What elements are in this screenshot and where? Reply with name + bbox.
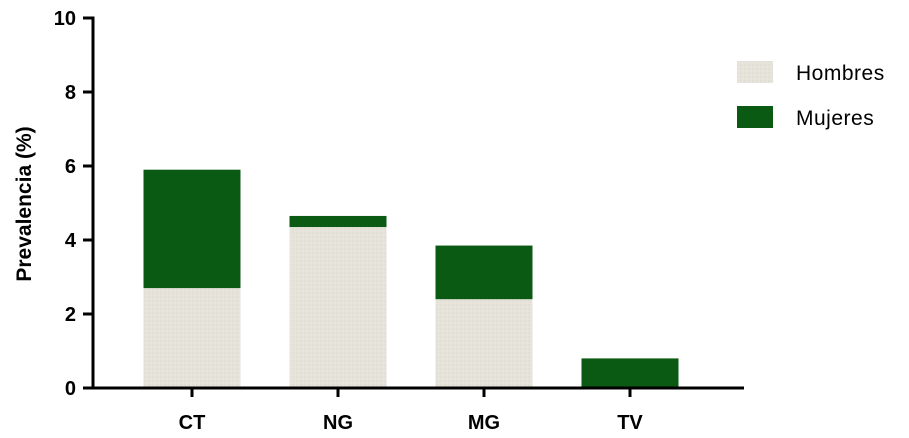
bar-hombres-mg (435, 299, 533, 388)
y-tick-label: 2 (65, 304, 76, 326)
y-tick-label: 4 (65, 230, 77, 252)
x-tick-label: CT (179, 412, 206, 434)
bar-mujeres-ct (143, 169, 241, 289)
y-axis-title: Prevalencia (%) (13, 126, 36, 281)
x-axis: CT NG MG TV (91, 386, 744, 434)
y-tick-label: 0 (65, 378, 76, 400)
legend-label-hombres: Hombres (796, 62, 885, 85)
x-tick-label: MG (468, 412, 500, 434)
x-tick-label: TV (617, 412, 643, 434)
y-tick-label: 8 (65, 82, 76, 104)
bar-hombres-ct (143, 288, 241, 388)
legend-swatch-mujeres (737, 106, 773, 128)
y-tick-label: 10 (54, 8, 76, 30)
x-tick-label: NG (323, 412, 353, 434)
y-axis: 0 2 4 6 8 10 (54, 8, 95, 400)
legend: Hombres Mujeres (737, 61, 885, 130)
bar-mujeres-ng (289, 215, 387, 228)
bar-mujeres-mg (435, 245, 533, 300)
y-tick-label: 6 (65, 156, 76, 178)
legend-label-mujeres: Mujeres (796, 107, 874, 130)
bar-hombres-ng (289, 227, 387, 388)
bar-mujeres-tv (581, 358, 679, 388)
legend-swatch-hombres (737, 61, 773, 83)
bars-group (143, 169, 679, 388)
